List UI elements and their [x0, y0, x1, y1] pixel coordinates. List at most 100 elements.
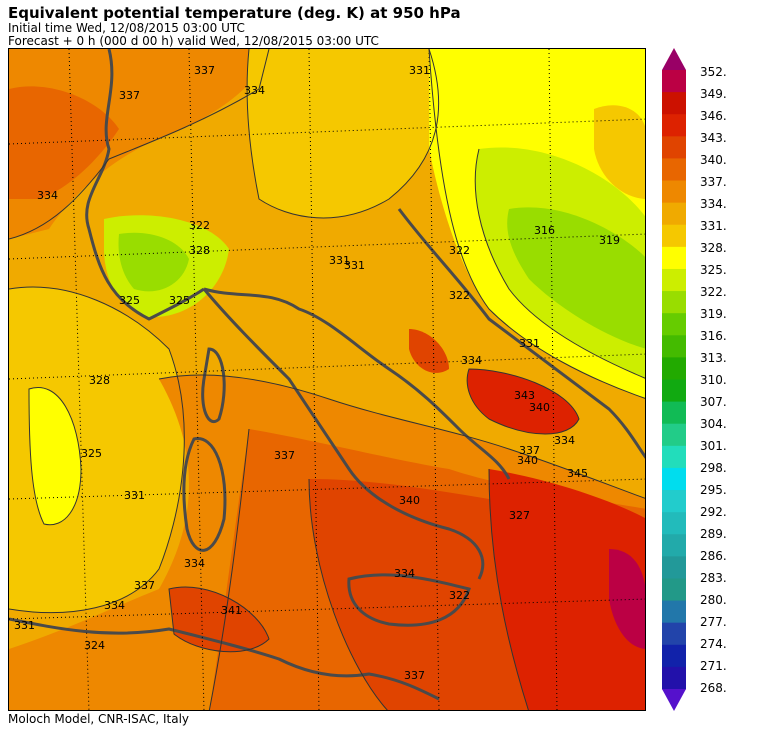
contour-label: 331 — [519, 337, 540, 350]
colorbar-segment — [662, 423, 686, 447]
contour-label: 340 — [517, 454, 538, 467]
colorbar-label: 268. — [700, 681, 727, 695]
initial-time-label: Initial time Wed, 12/08/2015 03:00 UTC — [8, 21, 245, 35]
colorbar-segment — [662, 666, 686, 690]
field-337-nw — [9, 86, 119, 199]
contour-label: 331 — [124, 489, 145, 502]
colorbar-segment — [662, 313, 686, 336]
colorbar-arrow-bottom — [662, 689, 686, 711]
contour-label: 334 — [394, 567, 415, 580]
colorbar-label: 334. — [700, 197, 727, 211]
colorbar-segment — [662, 578, 686, 602]
contour-label: 322 — [189, 219, 210, 232]
graticule — [9, 49, 645, 710]
colorbar-label: 304. — [700, 417, 727, 431]
colorbar-segment — [662, 180, 686, 204]
coastlines — [9, 49, 645, 701]
field-328-north — [247, 49, 439, 218]
colorbar-label: 289. — [700, 527, 727, 541]
contour-label: 322 — [449, 289, 470, 302]
coastline-italy-east — [203, 287, 511, 480]
colorbar-label: 271. — [700, 659, 727, 673]
contour-label: 334 — [37, 189, 58, 202]
contour-label: 337 — [119, 89, 140, 102]
field-346-se — [609, 549, 645, 649]
contour-label: 331 — [14, 619, 35, 632]
coastline-alps — [85, 49, 205, 321]
colorbar-label: 337. — [700, 175, 727, 189]
contour-label: 334 — [184, 557, 205, 570]
colorbar-label: 349. — [700, 87, 727, 101]
field-319-alps — [118, 232, 189, 292]
colorbar-segment — [662, 379, 686, 403]
colorbar-segment — [662, 291, 686, 314]
contour-label: 334 — [104, 599, 125, 612]
field-340-adriatic — [409, 329, 449, 373]
colorbar-label: 307. — [700, 395, 727, 409]
contour-label: 340 — [529, 401, 550, 414]
colorbar-segment — [662, 644, 686, 668]
colorbar-label: 274. — [700, 637, 727, 651]
contour-label: 337 — [404, 669, 425, 682]
colorbar-segment — [662, 556, 686, 579]
contour-label: 328 — [89, 374, 110, 387]
contour-label: 325 — [119, 294, 140, 307]
coastline-corsica — [201, 347, 226, 423]
contour-label: 322 — [449, 244, 470, 257]
contour-lines — [9, 49, 645, 710]
colorbar-label: 310. — [700, 373, 727, 387]
contour-label: 343 — [514, 389, 535, 402]
contour-label: 328 — [189, 244, 210, 257]
contour-label: 331 — [344, 259, 365, 272]
colorbar-segment — [662, 512, 686, 535]
colorbar-segments — [662, 48, 686, 711]
coastline-north-africa — [9, 617, 440, 701]
colorbar-label: 322. — [700, 285, 727, 299]
colorbar-segment — [662, 158, 686, 182]
colorbar-label: 331. — [700, 219, 727, 233]
colorbar — [662, 48, 686, 711]
colorbar-label: 277. — [700, 615, 727, 629]
coastline-sicily — [347, 573, 471, 627]
colorbar-label: 316. — [700, 329, 727, 343]
contour-label: 337 — [274, 449, 295, 462]
colorbar-segment — [662, 490, 686, 513]
model-credit: Moloch Model, CNR-ISAC, Italy — [8, 712, 190, 726]
colorbar-label: 286. — [700, 549, 727, 563]
contour-labels: 337 337 334 334 331 331 328 325 325 322 … — [14, 64, 620, 682]
contour-label: 325 — [81, 447, 102, 460]
contour-label: 337 — [134, 579, 155, 592]
colorbar-label: 328. — [700, 241, 727, 255]
colorbar-segment — [662, 467, 686, 491]
colorbar-label: 340. — [700, 153, 727, 167]
coastline-sardinia — [182, 437, 227, 552]
map-title: Equivalent potential temperature (deg. K… — [8, 4, 461, 22]
field-325-west — [29, 387, 81, 525]
coastline-balkans — [397, 208, 645, 459]
contour-label: 334 — [244, 84, 265, 97]
contour-label: 337 — [194, 64, 215, 77]
colorbar-label: 301. — [700, 439, 727, 453]
colorbar-segment — [662, 70, 686, 93]
contour-label: 334 — [461, 354, 482, 367]
field-343-adriatic — [467, 369, 579, 434]
field-343-se — [489, 469, 645, 710]
field-319-ne — [507, 207, 645, 349]
contour-label: 325 — [169, 294, 190, 307]
colorbar-label: 352. — [700, 65, 727, 79]
colorbar-segment — [662, 202, 686, 226]
colorbar-label: 298. — [700, 461, 727, 475]
colorbar-segment — [662, 92, 686, 115]
colorbar-segment — [662, 534, 686, 557]
colorbar-segment — [662, 401, 686, 425]
colorbar-segment — [662, 268, 686, 292]
field-328-ne-corner — [594, 105, 645, 199]
contour-label: 334 — [554, 434, 575, 447]
colorbar-label: 346. — [700, 109, 727, 123]
map-canvas: 337 337 334 334 331 331 328 325 325 322 … — [9, 49, 645, 710]
colorbar-label: 292. — [700, 505, 727, 519]
contour-label: 316 — [534, 224, 555, 237]
contour-label: 324 — [84, 639, 105, 652]
colorbar-label: 313. — [700, 351, 727, 365]
colorbar-segment — [662, 114, 686, 137]
